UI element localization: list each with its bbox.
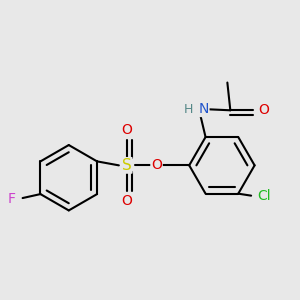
Text: O: O	[151, 158, 162, 172]
Text: H: H	[184, 103, 194, 116]
Text: O: O	[122, 194, 132, 208]
Text: S: S	[122, 158, 132, 173]
Text: O: O	[259, 103, 269, 117]
Text: Cl: Cl	[257, 189, 271, 203]
Text: F: F	[8, 192, 16, 206]
Text: O: O	[122, 123, 132, 137]
Text: N: N	[198, 102, 209, 116]
